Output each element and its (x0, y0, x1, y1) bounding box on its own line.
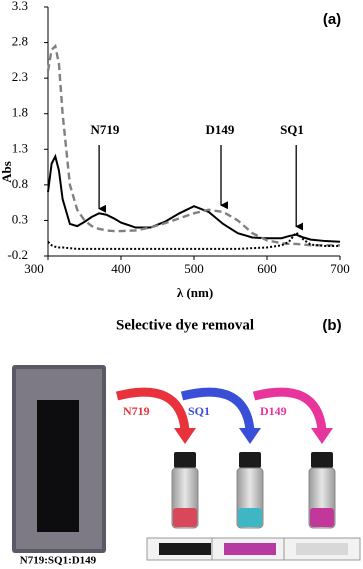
vial-cap (311, 452, 333, 468)
dye-arrow-head (311, 428, 333, 444)
y-tick-label: 2.8 (12, 34, 28, 49)
vial-liquid (238, 508, 262, 527)
vial-cap (174, 452, 196, 468)
dye-arrow-head (174, 428, 196, 444)
series-line (46, 43, 340, 247)
y-tick-label: 1.8 (12, 105, 28, 120)
x-tick-label: 700 (330, 261, 350, 276)
dye-label: SQ1 (188, 404, 210, 418)
x-tick-label: 600 (257, 261, 277, 276)
y-axis-label: Abs (0, 161, 14, 183)
annotation: SQ1 (280, 122, 304, 137)
series-line (47, 231, 340, 250)
dye-arrow (180, 387, 255, 431)
panel-label: (a) (323, 11, 341, 28)
tray-film (159, 543, 211, 555)
dye-arrow-head (239, 428, 261, 444)
y-tick-label: -0.2 (7, 247, 28, 262)
dye-label: N719 (123, 404, 150, 418)
x-tick-label: 300 (24, 261, 44, 276)
tray-film (224, 543, 276, 555)
panel-b-title: Selective dye removal (116, 317, 254, 333)
dye-arrow (115, 387, 190, 431)
vials: N719 SQ1 D149 (115, 387, 361, 561)
film-label: N719:SQ1:D149 (20, 555, 97, 567)
y-tick-label: 0.3 (12, 211, 28, 226)
panel-b-label: (b) (322, 317, 341, 334)
x-axis-label: λ (nm) (177, 285, 213, 300)
tray-film (296, 543, 348, 555)
vial-liquid (173, 508, 197, 527)
y-tick-label: 3.3 (12, 0, 28, 13)
x-tick-label: 500 (184, 261, 204, 276)
y-tick-label: 2.3 (12, 69, 28, 84)
dye-arrow (252, 387, 327, 431)
x-tick-label: 400 (111, 261, 131, 276)
y-tick-label: 0.8 (12, 176, 28, 191)
vial-cap (239, 452, 261, 468)
dye-label: D149 (260, 404, 287, 418)
film-dye-area (37, 400, 79, 532)
annotation: D149 (206, 122, 235, 137)
vial-liquid (310, 508, 334, 527)
y-tick-label: 1.3 (12, 140, 28, 155)
annotation: N719 (91, 122, 120, 137)
